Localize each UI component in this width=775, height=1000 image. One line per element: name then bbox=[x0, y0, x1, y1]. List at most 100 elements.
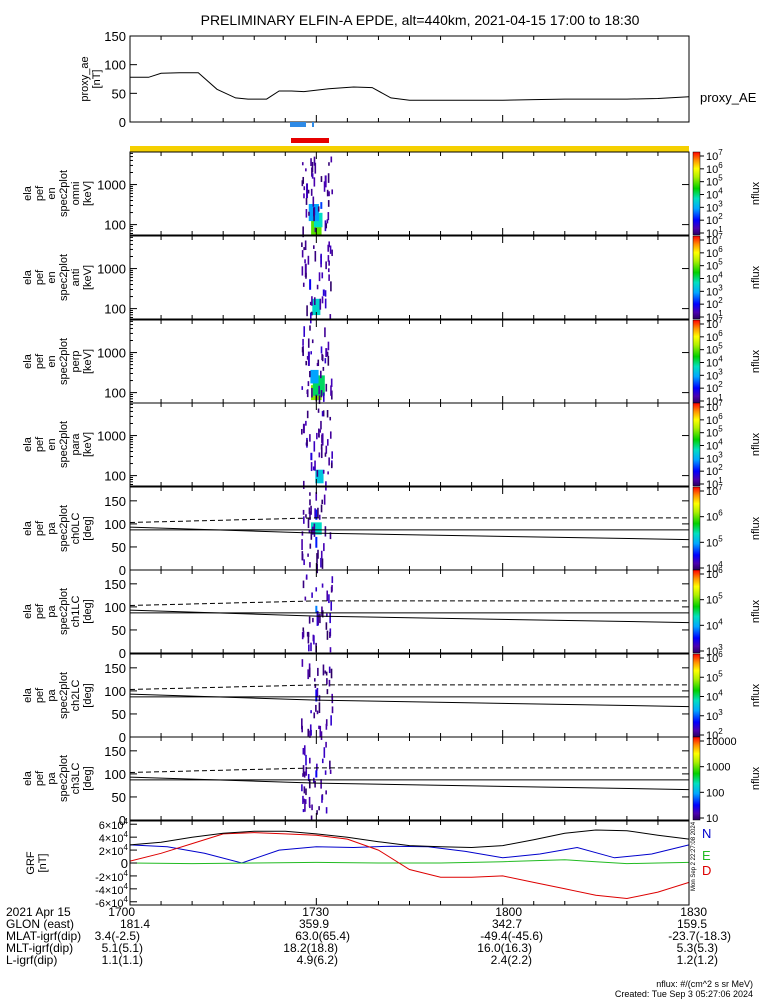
spectrogram-cell bbox=[315, 587, 318, 592]
spectrogram-cell bbox=[312, 634, 315, 642]
y-tick-label: 50 bbox=[112, 86, 126, 101]
colorbar-tick-label: 101 bbox=[706, 309, 723, 324]
spectrogram-cell bbox=[306, 305, 308, 317]
spectrogram-cell bbox=[316, 710, 319, 715]
spectrogram-cell bbox=[305, 754, 307, 766]
colorbar bbox=[692, 402, 701, 487]
spectrogram-ylabel-line: spec2plot bbox=[58, 254, 70, 301]
spectrogram-cell bbox=[310, 729, 312, 736]
table-cell: -23.7(-18.3) bbox=[668, 929, 731, 943]
spectrogram-cell bbox=[326, 351, 329, 357]
spectrogram-ylabel-line: [deg] bbox=[82, 516, 94, 540]
spectrogram-cell bbox=[307, 632, 310, 644]
table-row-label: MLAT-igrf(dip) bbox=[6, 929, 82, 943]
spectrogram-ylabel: ela pef en spec2plot omni [keV] bbox=[22, 170, 94, 217]
grf-y-tick-label-text: -2×104 bbox=[95, 869, 128, 884]
colorbar-tick-label: 107 bbox=[706, 483, 723, 498]
spectrogram-cell bbox=[303, 745, 306, 756]
spectrogram-cell bbox=[320, 176, 323, 182]
colorbar-tick-label: 104 bbox=[706, 271, 723, 286]
spectrogram-cell bbox=[324, 175, 327, 188]
colorbar-tick-label-text: 102 bbox=[706, 380, 723, 395]
colorbar-tick-label: 105 bbox=[706, 174, 723, 189]
spectrogram-cell bbox=[314, 162, 317, 174]
spectrogram-cell bbox=[325, 348, 328, 358]
spectrogram-cell bbox=[309, 730, 311, 738]
collection-bar bbox=[291, 138, 329, 143]
spectrogram-cell bbox=[303, 559, 305, 566]
spectrogram-cell bbox=[325, 790, 327, 795]
spectrogram-cell bbox=[301, 428, 303, 435]
spectrogram-cell bbox=[313, 207, 315, 217]
spectrogram-cell bbox=[309, 325, 311, 331]
grf-series-e bbox=[129, 859, 690, 865]
spectrogram-frame bbox=[129, 319, 690, 404]
spectrogram-ylabel-line: pef bbox=[34, 770, 46, 786]
colorbar-tick-label: 10 bbox=[706, 813, 718, 825]
colorbar-tick-label: 101 bbox=[706, 476, 723, 491]
colorbar-tick-label: 106 bbox=[706, 650, 723, 665]
spectrogram-cell bbox=[314, 780, 316, 788]
grf-legend-n: N bbox=[702, 826, 711, 841]
grf-ylabel-line: [nT] bbox=[37, 854, 49, 873]
spectrogram-cell bbox=[322, 469, 325, 474]
spectrogram-cell bbox=[308, 672, 311, 678]
spectrogram-cell bbox=[302, 630, 305, 638]
colorbar-tick-label: 102 bbox=[706, 727, 723, 742]
y-tick-label: 0 bbox=[119, 563, 126, 578]
colorbar-tick-label-text: 103 bbox=[706, 367, 723, 382]
colorbar-tick-label: 103 bbox=[706, 708, 723, 723]
spectrogram-cell bbox=[328, 274, 330, 281]
spectrogram-cell bbox=[316, 687, 319, 698]
spectrogram-cell bbox=[315, 689, 318, 702]
spectrogram-cell bbox=[310, 452, 313, 461]
spectrogram-cell bbox=[326, 613, 328, 617]
table-row-label: MLT-igrf(dip) bbox=[6, 941, 74, 955]
spectrogram-cell bbox=[307, 381, 310, 387]
spectrogram-cell bbox=[318, 695, 321, 702]
colorbar-zlabel: nflux bbox=[750, 265, 762, 289]
colorbar-tick-label-text: 107 bbox=[706, 232, 723, 247]
spectrogram-cell bbox=[307, 728, 310, 737]
spectrogram-cell bbox=[317, 507, 319, 518]
spectrogram-cell bbox=[306, 183, 309, 199]
spectrogram-cell bbox=[305, 514, 307, 518]
spectrogram-cell bbox=[308, 663, 311, 670]
grf-y-tick-label-text: 4×104 bbox=[99, 830, 129, 845]
colorbar-tick-label: 10000 bbox=[706, 736, 737, 748]
spectrogram-cell bbox=[314, 508, 316, 519]
spectrogram-cell bbox=[305, 360, 308, 366]
anti-loss-cone-line bbox=[129, 767, 689, 773]
spectrogram-cell bbox=[314, 460, 316, 471]
spectrogram-cell bbox=[320, 557, 322, 568]
y-tick-label: 50 bbox=[112, 790, 126, 805]
spectrogram-cell bbox=[330, 156, 333, 163]
colorbar-tick-label: 107 bbox=[706, 399, 723, 414]
spectrogram-cell bbox=[323, 747, 326, 758]
colorbar-tick-label: 102 bbox=[706, 212, 723, 227]
spectrogram-ylabel-line: [keV] bbox=[82, 432, 94, 457]
spectrogram-ylabel-line: [deg] bbox=[82, 683, 94, 707]
colorbar-zlabel: nflux bbox=[750, 181, 762, 205]
spectrogram-cell bbox=[326, 678, 328, 685]
spectrogram-cell bbox=[308, 530, 311, 534]
spectrogram-cell bbox=[309, 499, 311, 506]
spectrogram-cell bbox=[321, 434, 323, 443]
colorbar-tick-label-text: 106 bbox=[706, 566, 723, 581]
spectrogram-cell bbox=[328, 191, 330, 197]
colorbar bbox=[692, 486, 701, 571]
spectrogram-cell bbox=[324, 526, 327, 537]
spectrogram-cell bbox=[310, 642, 312, 652]
spectrogram-cell bbox=[324, 670, 327, 674]
colorbar bbox=[692, 235, 701, 320]
spectrogram-cell bbox=[306, 389, 309, 398]
spectrogram-cell bbox=[329, 769, 332, 774]
spectrogram-cell bbox=[310, 369, 319, 384]
colorbar-tick-label-text: 104 bbox=[706, 689, 723, 704]
spectrogram-cell bbox=[305, 766, 308, 776]
spectrogram-cell bbox=[320, 346, 323, 354]
spectrogram-cell bbox=[303, 326, 306, 337]
spectrogram-cell bbox=[308, 507, 311, 515]
spectrogram-cell bbox=[302, 765, 305, 777]
colorbar-tick-label: 101 bbox=[706, 393, 723, 408]
